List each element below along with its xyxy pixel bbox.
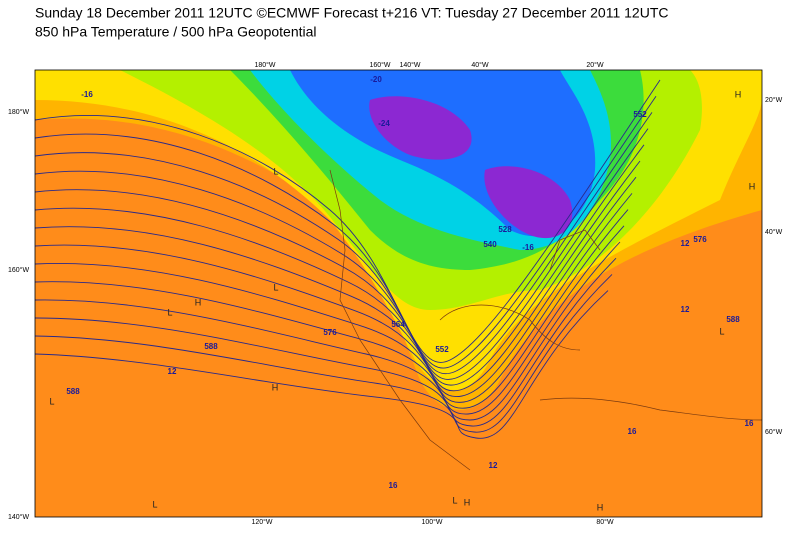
pressure-mark: H bbox=[735, 89, 742, 99]
axis-label: 140°W bbox=[8, 513, 29, 521]
pressure-mark: L bbox=[452, 495, 457, 505]
axis-label: 180°W bbox=[254, 61, 275, 69]
contour-line bbox=[35, 193, 633, 403]
contour-line bbox=[35, 176, 637, 398]
axis-label: 120°W bbox=[251, 518, 272, 526]
contour-label: 528 bbox=[498, 225, 512, 234]
pressure-mark: L bbox=[273, 282, 278, 292]
contour-line bbox=[35, 160, 641, 392]
contour-label: -16 bbox=[81, 90, 93, 99]
contour-label: -20 bbox=[370, 75, 382, 84]
map-frame bbox=[34, 69, 763, 518]
axis-label: 60°W bbox=[765, 428, 783, 436]
contour-label: 552 bbox=[633, 110, 647, 119]
pressure-mark: L bbox=[152, 499, 157, 509]
title: Sunday 18 December 2011 12UTC ©ECMWF For… bbox=[35, 5, 668, 21]
contour-label: 576 bbox=[323, 328, 337, 337]
axis-label: 140°W bbox=[399, 61, 420, 69]
pressure-mark: L bbox=[167, 307, 172, 317]
contour-line bbox=[35, 209, 629, 409]
pressure-mark: L bbox=[719, 326, 724, 336]
subtitle: 850 hPa Temperature / 500 hPa Geopotenti… bbox=[35, 24, 317, 40]
axis-label: 100°W bbox=[421, 518, 442, 526]
contour-label: 576 bbox=[693, 235, 707, 244]
field-purple bbox=[369, 96, 472, 160]
contour-label: 16 bbox=[628, 427, 637, 436]
contour-line bbox=[35, 290, 609, 439]
contour-line bbox=[35, 144, 645, 386]
axis-label: 160°W bbox=[8, 266, 29, 274]
axis-label: 180°W bbox=[8, 108, 29, 116]
axis-label: 20°W bbox=[586, 61, 604, 69]
map-field bbox=[35, 70, 762, 517]
contour-label: -16 bbox=[522, 243, 534, 252]
contour-label: 12 bbox=[168, 367, 177, 376]
pressure-mark: H bbox=[749, 181, 756, 191]
contour-label: 552 bbox=[435, 345, 449, 354]
contour-label: 16 bbox=[745, 419, 754, 428]
contour-label: -24 bbox=[378, 119, 390, 128]
axis-label: 40°W bbox=[471, 61, 489, 69]
pressure-mark: H bbox=[464, 497, 471, 507]
axis-label: 20°W bbox=[765, 96, 783, 104]
contour-label: 564 bbox=[391, 320, 405, 329]
contour-line bbox=[35, 274, 613, 433]
axis-label: 40°W bbox=[765, 228, 783, 236]
contours bbox=[35, 79, 661, 439]
contour-label: 588 bbox=[726, 315, 740, 324]
contour-line bbox=[35, 241, 621, 421]
contour-label: 588 bbox=[66, 387, 80, 396]
pressure-mark: H bbox=[272, 382, 279, 392]
coastlines bbox=[329, 169, 762, 471]
pressure-mark: H bbox=[597, 502, 604, 512]
contour-label: 540 bbox=[483, 240, 497, 249]
contour-line bbox=[35, 225, 625, 415]
pressure-mark: H bbox=[195, 297, 202, 307]
pressure-mark: L bbox=[273, 166, 278, 176]
pressure-mark: L bbox=[49, 396, 54, 406]
contour-line bbox=[35, 257, 617, 427]
contour-label: 12 bbox=[489, 461, 498, 470]
axis-label: 80°W bbox=[596, 518, 614, 526]
axis-label: 160°W bbox=[369, 61, 390, 69]
field-purple bbox=[484, 166, 573, 239]
contour-label: 12 bbox=[681, 239, 690, 248]
contour-label: 588 bbox=[204, 342, 218, 351]
contour-label: 16 bbox=[389, 481, 398, 490]
contour-label: 12 bbox=[681, 305, 690, 314]
